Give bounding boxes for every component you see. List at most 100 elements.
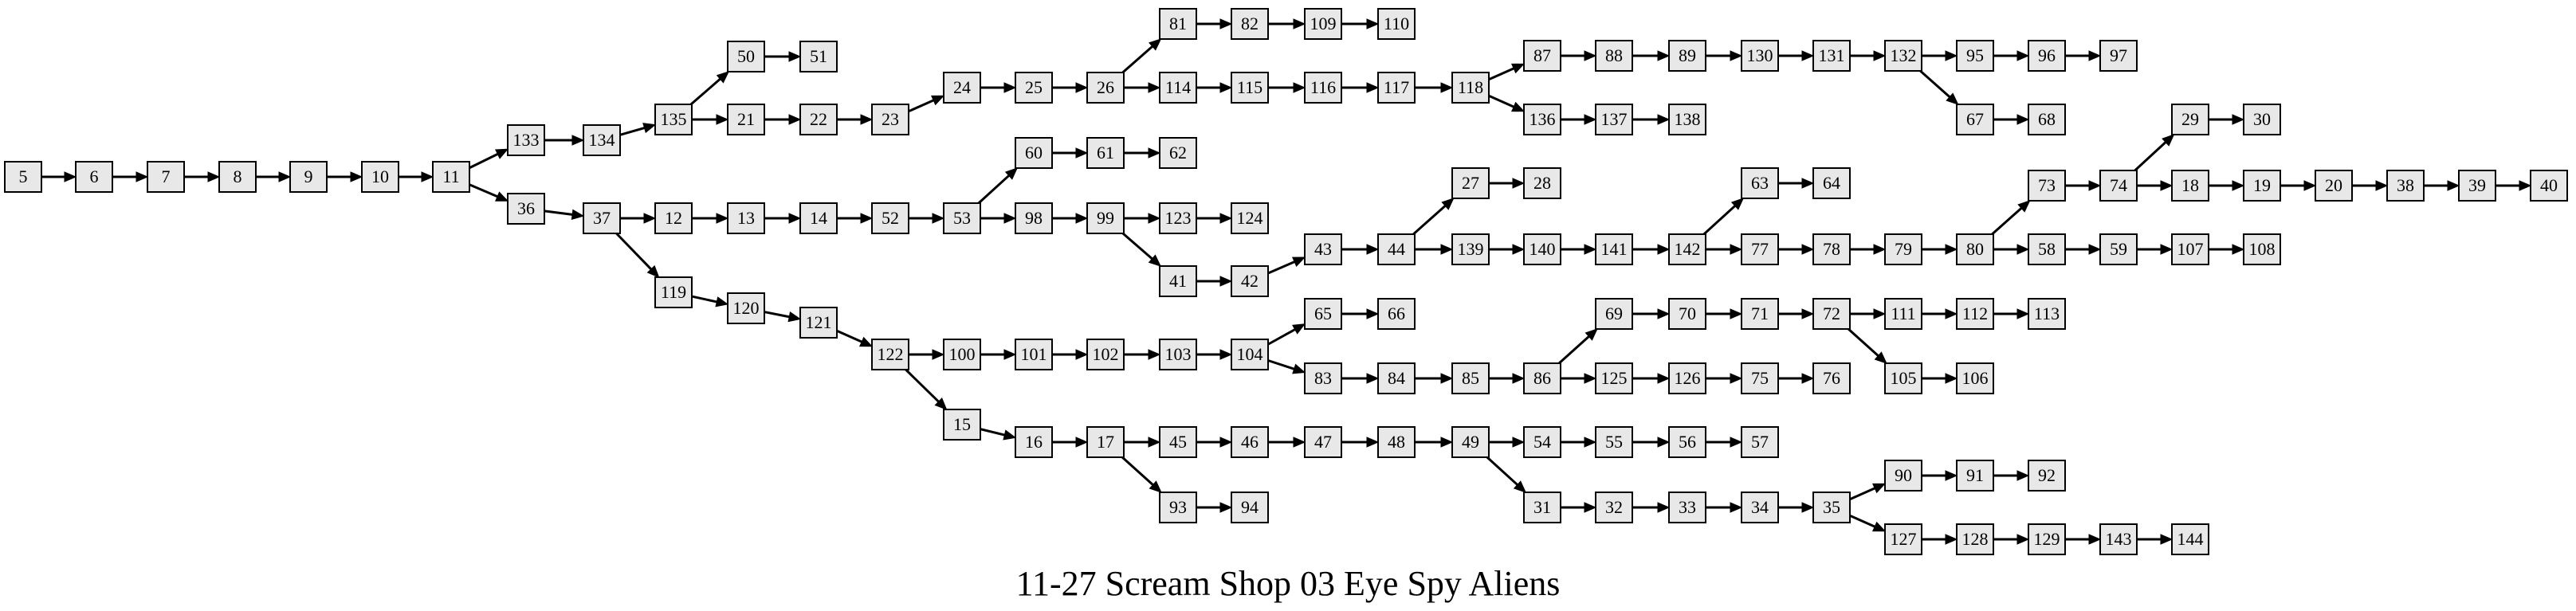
node-label: 141	[1601, 239, 1628, 259]
node-label: 20	[2325, 175, 2342, 195]
node-box	[1523, 40, 1561, 72]
node-label: 128	[1962, 529, 1989, 549]
node-box	[1884, 460, 1922, 492]
edge-50-51	[764, 51, 802, 62]
node-box	[1741, 492, 1779, 523]
node-91: 91	[1956, 460, 1994, 492]
node-116: 116	[1304, 72, 1342, 104]
arrowhead-icon	[1366, 437, 1380, 448]
edge-7-8	[184, 171, 221, 182]
edge-line	[1702, 205, 1736, 236]
node-box	[2171, 104, 2209, 135]
edge-19-20	[2280, 180, 2317, 191]
node-119: 119	[654, 276, 693, 308]
arrowhead-icon	[1440, 373, 1454, 384]
node-box	[1595, 362, 1633, 394]
node-box	[654, 104, 693, 135]
node-label: 116	[1310, 77, 1336, 97]
node-14: 14	[799, 202, 838, 234]
node-65: 65	[1304, 298, 1342, 330]
edge-27-28	[1489, 178, 1526, 189]
node-63: 63	[1741, 167, 1779, 199]
node-label: 143	[2106, 529, 2132, 549]
node-29: 29	[2171, 104, 2209, 135]
node-box	[1451, 167, 1490, 199]
node-box	[1159, 8, 1197, 40]
arrowhead-icon	[1366, 82, 1380, 93]
node-box	[2243, 233, 2281, 265]
edge-line	[619, 127, 645, 136]
edge-line	[469, 183, 498, 198]
node-label: 138	[1675, 109, 1701, 129]
node-label: 106	[1962, 368, 1989, 388]
node-label: 58	[2038, 239, 2056, 259]
arrowhead-icon	[1003, 213, 1017, 224]
edge-104-83	[1267, 359, 1306, 374]
node-110: 110	[1377, 8, 1416, 40]
node-box	[1377, 72, 1416, 104]
node-label: 132	[1891, 45, 1917, 65]
node-23: 23	[871, 104, 909, 135]
node-label: 88	[1605, 45, 1623, 65]
arrowhead-icon	[1513, 480, 1527, 493]
arrowhead-icon	[350, 171, 363, 182]
node-104: 104	[1231, 339, 1269, 370]
node-label: 63	[1751, 173, 1769, 193]
node-box	[2028, 40, 2066, 72]
node-28: 28	[1523, 167, 1561, 199]
node-box	[1668, 104, 1706, 135]
edge-42-43	[1267, 257, 1306, 275]
node-label: 16	[1025, 432, 1043, 452]
edge-line	[1267, 328, 1296, 346]
arrowhead-icon	[1366, 373, 1380, 384]
node-label: 81	[1169, 14, 1187, 33]
node-60: 60	[1015, 137, 1053, 169]
node-123: 123	[1159, 202, 1197, 234]
node-141: 141	[1595, 233, 1633, 265]
edge-61-62	[1124, 147, 1161, 159]
node-box	[1523, 167, 1561, 199]
node-box	[2028, 233, 2066, 265]
node-box	[2386, 170, 2425, 202]
node-95: 95	[1956, 40, 1994, 72]
arrowhead-icon	[1945, 534, 1958, 545]
edge-80-73	[1991, 200, 2031, 236]
node-114: 114	[1159, 72, 1197, 104]
node-105: 105	[1884, 362, 1922, 394]
node-label: 51	[810, 46, 827, 66]
node-box	[1377, 362, 1416, 394]
node-box	[583, 202, 621, 234]
arrowhead-icon	[1219, 276, 1233, 287]
arrowhead-icon	[1440, 82, 1454, 93]
arrowhead-icon	[1657, 114, 1671, 125]
node-box	[1884, 233, 1922, 265]
node-box	[1377, 233, 1416, 265]
node-71: 71	[1741, 298, 1779, 330]
node-box	[799, 307, 838, 339]
node-box	[2099, 40, 2138, 72]
node-label: 19	[2253, 175, 2271, 195]
node-97: 97	[2099, 40, 2138, 72]
node-box	[943, 202, 981, 234]
edge-line	[908, 99, 934, 113]
node-label: 35	[1823, 497, 1840, 517]
arrowhead-icon	[1730, 502, 1743, 513]
edge-96-97	[2065, 50, 2102, 61]
edge-121-122	[836, 329, 874, 347]
node-88: 88	[1595, 40, 1633, 72]
node-label: 17	[1097, 432, 1114, 452]
node-47: 47	[1304, 426, 1342, 458]
node-133: 133	[507, 124, 545, 156]
arrowhead-icon	[278, 171, 292, 182]
edge-33-34	[1706, 502, 1743, 513]
node-label: 55	[1605, 432, 1623, 452]
node-51: 51	[799, 41, 838, 72]
node-label: 94	[1241, 497, 1259, 517]
node-box	[2243, 104, 2281, 135]
node-87: 87	[1523, 40, 1561, 72]
arrowhead-icon	[1873, 50, 1887, 61]
node-90: 90	[1884, 460, 1922, 492]
node-box	[289, 161, 328, 193]
arrowhead-icon	[1584, 502, 1597, 513]
